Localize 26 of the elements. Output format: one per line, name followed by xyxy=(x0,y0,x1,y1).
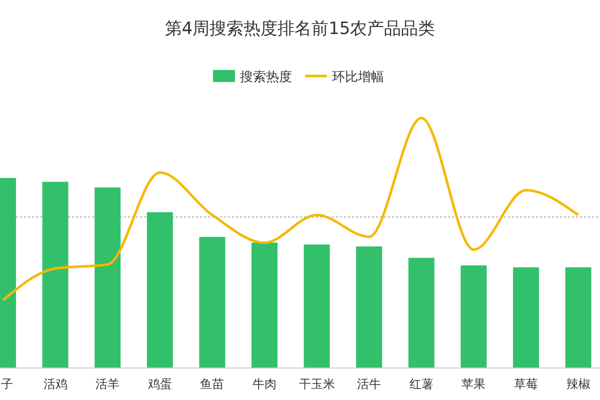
x-tick-label: 牛肉 xyxy=(252,377,276,391)
x-tick-label: 鸡蛋 xyxy=(146,377,172,391)
bar xyxy=(408,258,434,368)
bar xyxy=(565,267,592,368)
x-tick-label: 苹果 xyxy=(462,377,486,391)
legend-label: 环比增幅 xyxy=(332,70,384,85)
x-tick-label: 活牛 xyxy=(357,377,382,391)
bar xyxy=(460,265,487,368)
bar xyxy=(513,267,539,368)
x-tick-label: 活羊 xyxy=(96,377,120,391)
bar xyxy=(304,244,330,368)
x-tick-label: 鱼苗 xyxy=(200,377,224,391)
x-tick-label: 辣椒 xyxy=(566,377,590,391)
legend-label: 搜索热度 xyxy=(240,69,292,85)
bar xyxy=(356,246,382,368)
x-tick-label: 活鸡 xyxy=(43,377,68,391)
x-tick-label: 干玉米 xyxy=(298,377,335,391)
x-tick-label: 红薯 xyxy=(409,377,434,391)
bar xyxy=(199,236,226,368)
bar xyxy=(252,242,278,368)
x-tick-label: 草莓 xyxy=(514,377,538,391)
bar xyxy=(146,212,173,368)
bar xyxy=(42,182,68,368)
x-tick-label: 子 xyxy=(1,377,13,391)
bar xyxy=(94,188,121,368)
chart-title: 第4周搜索热度排名前15农产品品类 xyxy=(164,19,436,39)
